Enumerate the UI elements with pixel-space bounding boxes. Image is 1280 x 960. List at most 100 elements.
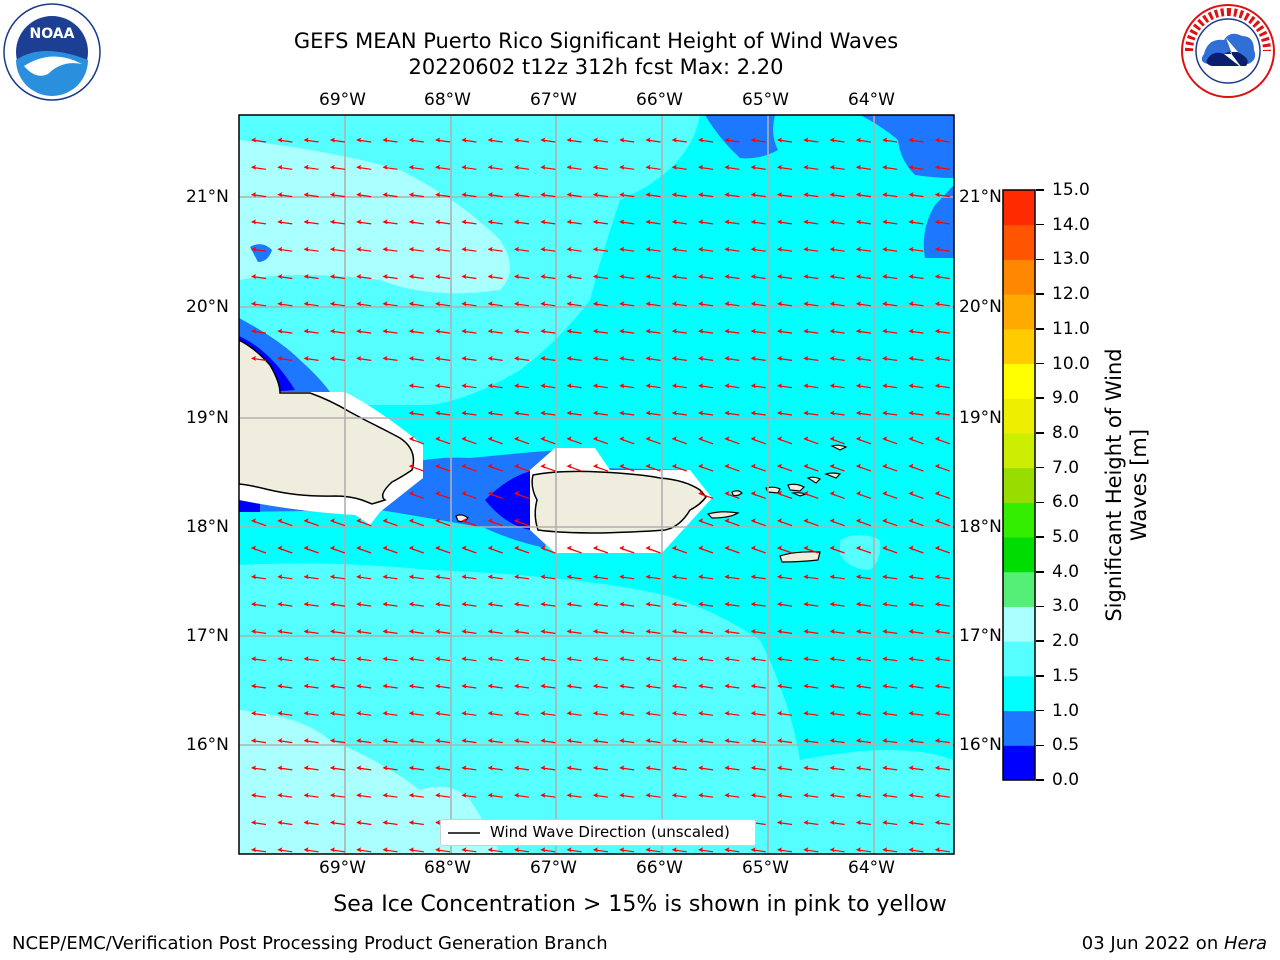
wave-arrow bbox=[382, 164, 398, 170]
wave-arrow bbox=[619, 383, 635, 389]
wave-arrow bbox=[803, 301, 819, 307]
wave-arrow bbox=[645, 164, 661, 170]
wave-arrow bbox=[934, 137, 950, 143]
wave-arrow bbox=[514, 463, 530, 472]
wave-arrow bbox=[303, 738, 319, 744]
wave-arrow bbox=[698, 164, 714, 170]
wave-arrow bbox=[435, 164, 451, 170]
wave-arrow bbox=[619, 683, 635, 689]
wave-arrow bbox=[908, 738, 924, 744]
wave-arrow bbox=[724, 383, 740, 389]
colorbar-tick-mark bbox=[1036, 328, 1044, 330]
wave-arrow bbox=[882, 628, 898, 634]
wave-arrow bbox=[750, 383, 766, 389]
wave-arrow bbox=[277, 710, 293, 716]
wave-arrow bbox=[435, 383, 451, 389]
wave-arrow bbox=[645, 436, 661, 445]
wave-arrow bbox=[329, 192, 345, 198]
lon-label-top: 65°W bbox=[742, 90, 789, 110]
wave-arrow bbox=[645, 274, 661, 280]
wave-arrow bbox=[882, 710, 898, 716]
wave-arrow bbox=[724, 656, 740, 662]
wave-arrow bbox=[882, 656, 898, 662]
wave-arrow bbox=[382, 274, 398, 280]
wave-arrow bbox=[803, 328, 819, 334]
wave-arrow bbox=[750, 792, 766, 798]
wave-arrow bbox=[487, 301, 503, 307]
wave-arrow bbox=[619, 738, 635, 744]
wave-arrow bbox=[698, 219, 714, 225]
wave-arrow bbox=[803, 518, 819, 527]
wave-arrow bbox=[671, 410, 687, 416]
wave-arrow bbox=[329, 738, 345, 744]
wave-arrow bbox=[777, 765, 793, 771]
wave-arrow bbox=[251, 574, 267, 580]
wave-arrow bbox=[882, 164, 898, 170]
wave-arrow bbox=[750, 545, 766, 554]
wave-arrow bbox=[356, 219, 372, 225]
colorbar-band bbox=[1003, 398, 1035, 434]
wave-arrow bbox=[777, 820, 793, 826]
wave-arrow bbox=[934, 518, 951, 527]
wave-arrow bbox=[356, 601, 372, 607]
wave-arrow bbox=[461, 628, 477, 634]
wave-arrow bbox=[619, 545, 635, 554]
wave-arrow bbox=[645, 710, 661, 716]
wave-arrow bbox=[540, 545, 556, 554]
wave-arrow bbox=[487, 410, 503, 416]
wave-arrow bbox=[908, 274, 924, 280]
wave-arrow bbox=[566, 545, 582, 554]
wave-arrow bbox=[592, 192, 608, 198]
wave-field-low-ne2 bbox=[860, 115, 954, 178]
wave-arrow bbox=[514, 738, 530, 744]
wave-arrow bbox=[382, 656, 398, 662]
wave-arrow bbox=[382, 518, 398, 527]
lon-label-bottom: 64°W bbox=[848, 858, 895, 878]
wave-arrow bbox=[882, 463, 898, 472]
wave-arrow bbox=[514, 246, 530, 252]
wave-arrow bbox=[671, 463, 688, 472]
wave-arrow bbox=[514, 656, 530, 662]
wave-arrow bbox=[698, 601, 714, 607]
wave-arrow bbox=[698, 574, 714, 580]
wave-arrow bbox=[750, 683, 766, 689]
wave-arrow bbox=[540, 628, 556, 634]
wave-arrow bbox=[671, 683, 687, 689]
wave-arrow bbox=[356, 137, 372, 143]
wave-arrow bbox=[750, 601, 766, 607]
wave-arrow bbox=[908, 601, 924, 607]
wave-arrow bbox=[566, 656, 582, 662]
wave-arrow bbox=[803, 683, 819, 689]
lat-label-right: 21°N bbox=[959, 187, 1002, 207]
wave-arrow bbox=[882, 792, 898, 798]
colorbar-tick-mark bbox=[1036, 293, 1044, 295]
wave-arrow bbox=[356, 246, 372, 252]
wave-arrow bbox=[645, 545, 661, 554]
wave-arrow bbox=[829, 710, 845, 716]
wave-arrow bbox=[855, 683, 871, 689]
wave-arrow bbox=[514, 792, 530, 798]
wave-arrow bbox=[671, 246, 687, 252]
wave-arrow bbox=[461, 274, 477, 280]
wave-arrow bbox=[592, 328, 608, 334]
wave-arrow bbox=[855, 656, 871, 662]
wave-arrow bbox=[277, 518, 293, 527]
wave-arrow bbox=[303, 192, 319, 198]
wave-arrow bbox=[619, 436, 635, 445]
wave-arrow bbox=[356, 710, 372, 716]
wave-arrow bbox=[671, 274, 687, 280]
wave-arrow bbox=[329, 683, 345, 689]
footer-credit: NCEP/EMC/Verification Post Processing Pr… bbox=[12, 933, 608, 954]
wave-arrow bbox=[303, 847, 319, 853]
wave-arrow bbox=[908, 219, 924, 225]
wave-arrow bbox=[777, 601, 793, 607]
colorbar-tick-label: 6.0 bbox=[1052, 492, 1080, 513]
colorbar-band bbox=[1003, 363, 1035, 399]
wave-arrow bbox=[619, 274, 635, 280]
wave-arrow bbox=[408, 355, 424, 361]
wave-arrow bbox=[592, 683, 608, 689]
wave-arrow bbox=[277, 301, 293, 307]
wave-arrow bbox=[461, 710, 477, 716]
wave-arrow bbox=[698, 847, 714, 853]
wave-arrow bbox=[540, 164, 556, 170]
